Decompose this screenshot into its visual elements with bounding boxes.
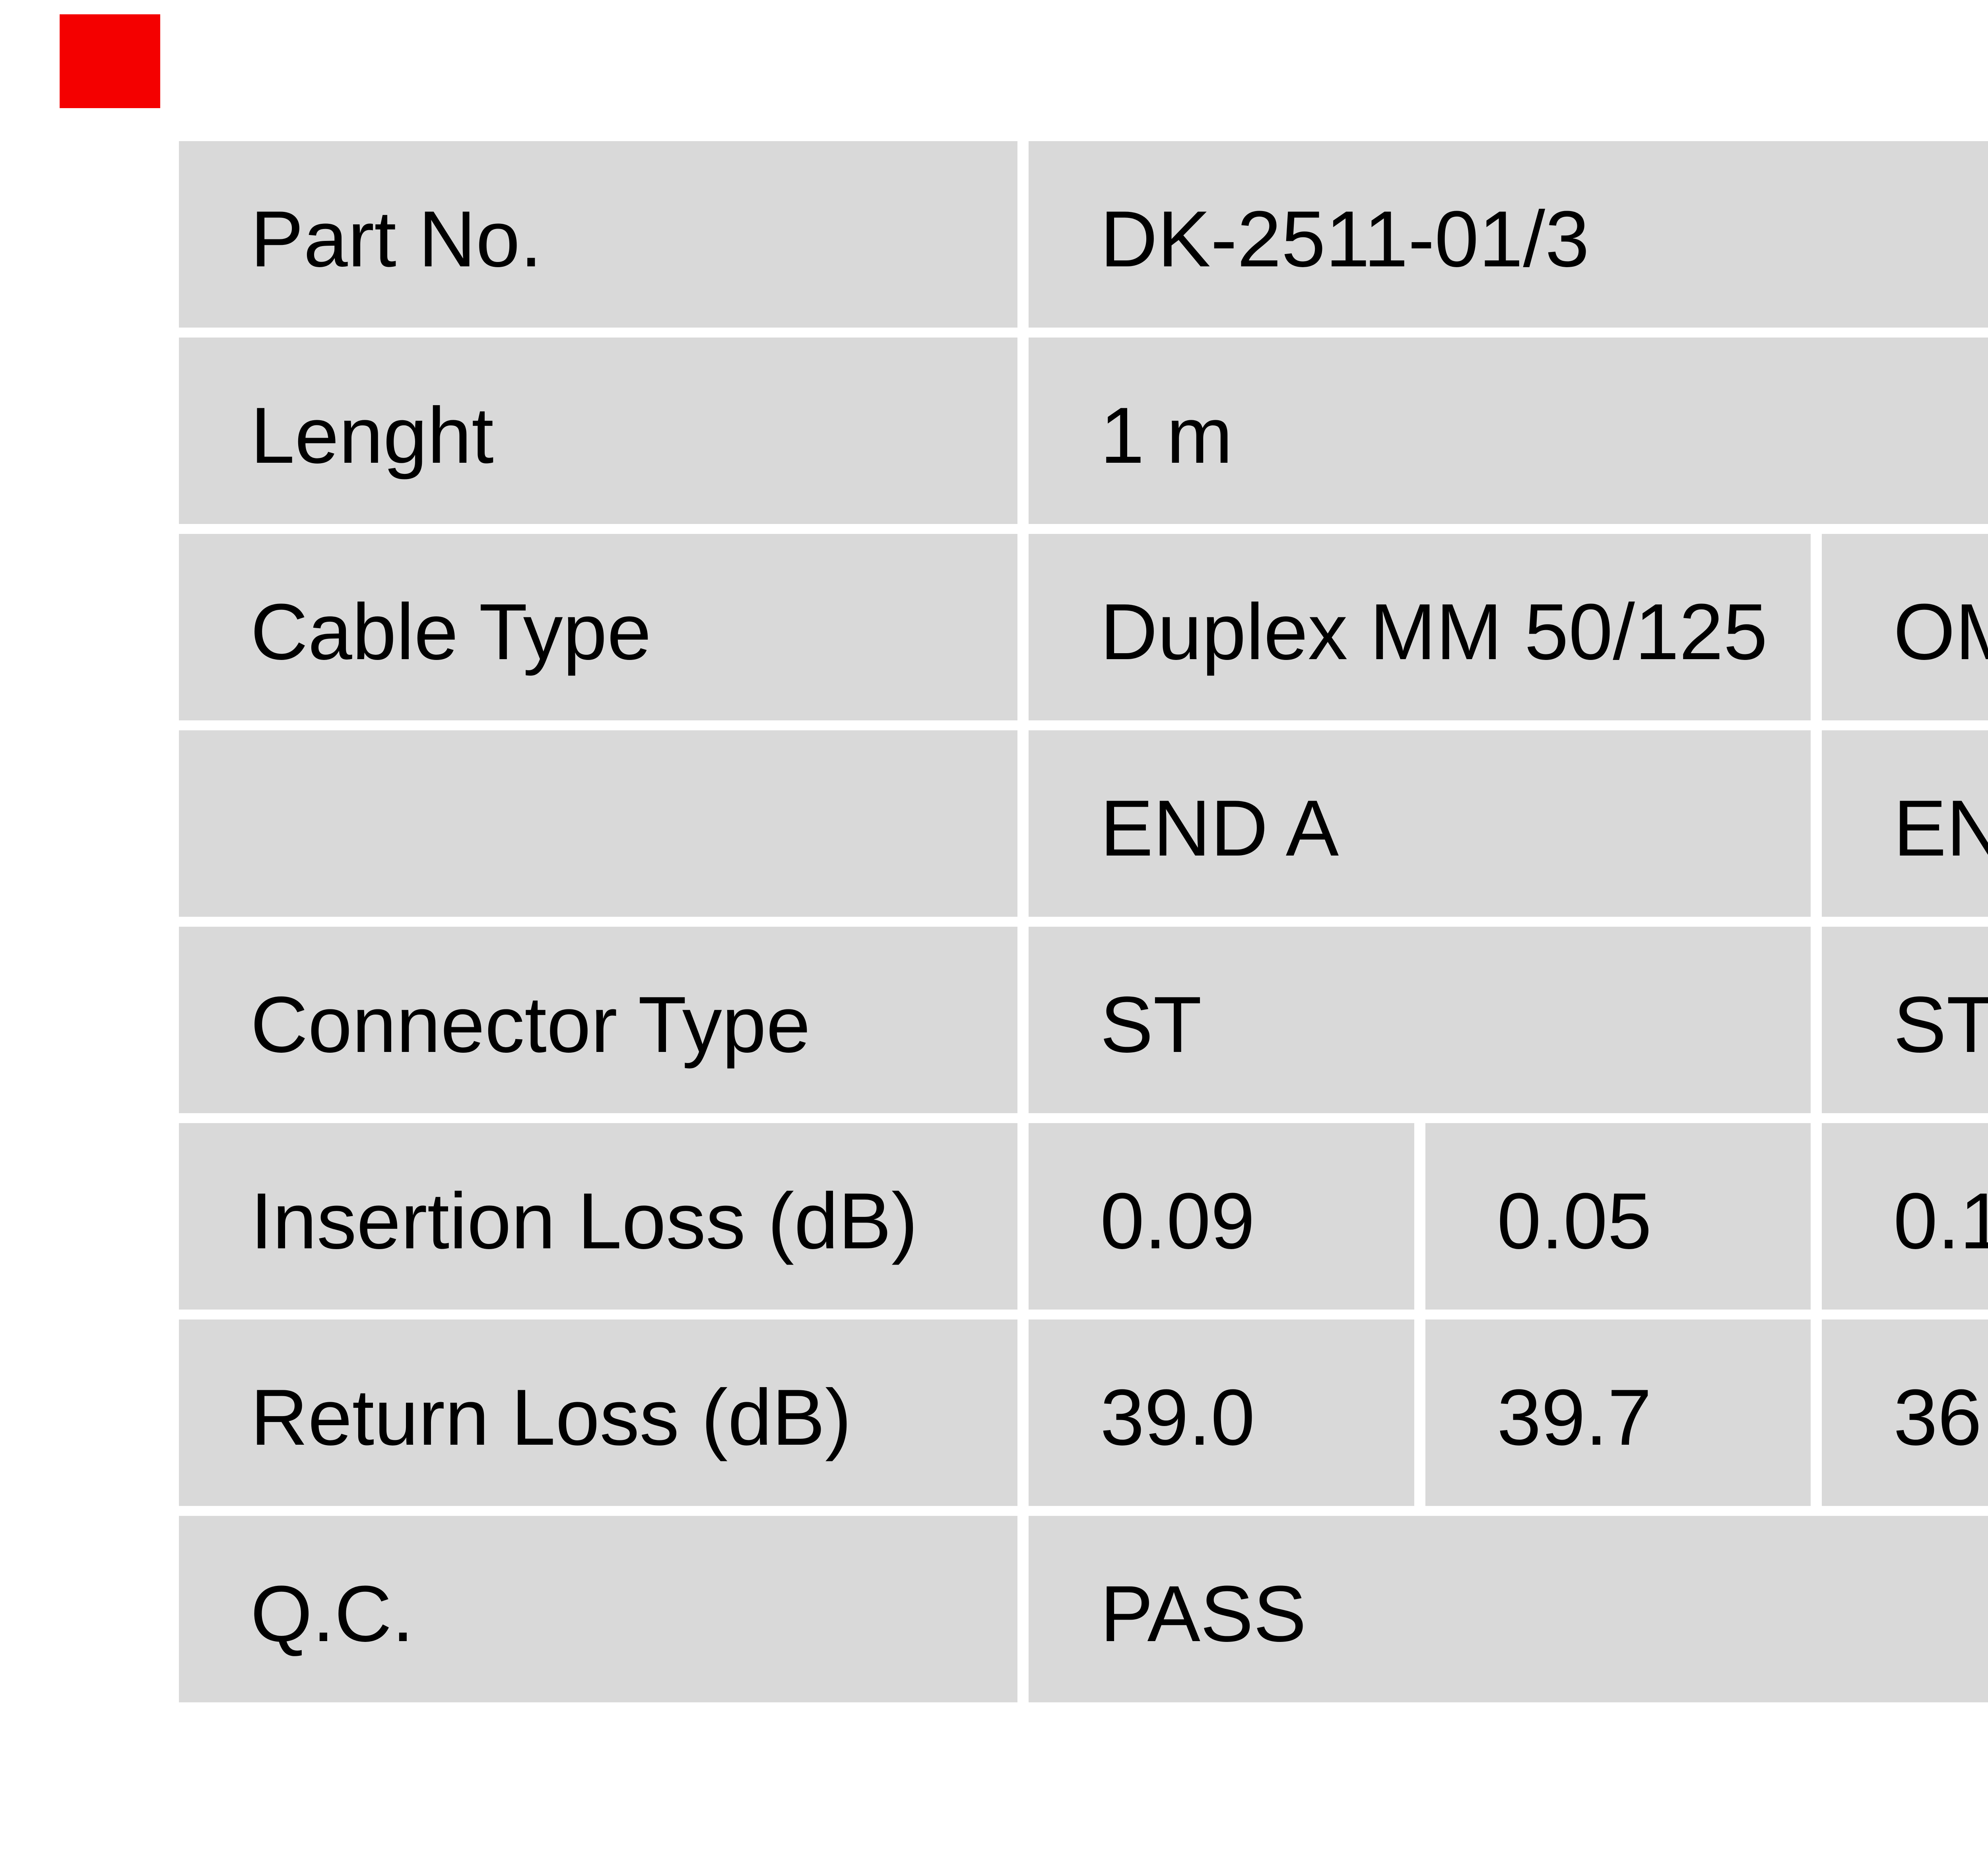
row-label-cell: Return Loss (dB) xyxy=(179,1319,1017,1506)
value-cell: 0.05 xyxy=(1425,1123,1811,1310)
row-label-cell: Cable Type xyxy=(179,534,1017,720)
red-marker-square xyxy=(60,14,160,108)
value-cell: DK-2511-01/3 xyxy=(1029,141,1988,328)
value-cell: 0.16 xyxy=(1822,1123,1988,1310)
row-label-cell: Lenght xyxy=(179,338,1017,524)
value-cell: ST xyxy=(1029,927,1811,1113)
value-cell: Duplex MM 50/125 xyxy=(1029,534,1811,720)
row-label-cell: Part No. xyxy=(179,141,1017,328)
value-cell: END A xyxy=(1029,730,1811,917)
value-cell: ST xyxy=(1822,927,1988,1113)
row-label-cell xyxy=(179,730,1017,917)
value-cell: 39.0 xyxy=(1029,1319,1414,1506)
value-cell: OM3 LSZH xyxy=(1822,534,1988,720)
value-cell: 39.7 xyxy=(1425,1319,1811,1506)
value-cell: 36.5 xyxy=(1822,1319,1988,1506)
value-cell: PASS xyxy=(1029,1516,1988,1702)
row-label-cell: Insertion Loss (dB) xyxy=(179,1123,1017,1310)
row-label-cell: Q.C. xyxy=(179,1516,1017,1702)
row-label-cell: Connector Type xyxy=(179,927,1017,1113)
spec-table: Part No. DK-2511-01/3 Lenght 1 m Cable Type D… xyxy=(179,141,1988,1702)
value-cell: 1 m xyxy=(1029,338,1988,524)
value-cell: 0.09 xyxy=(1029,1123,1414,1310)
value-cell: END B xyxy=(1822,730,1988,917)
